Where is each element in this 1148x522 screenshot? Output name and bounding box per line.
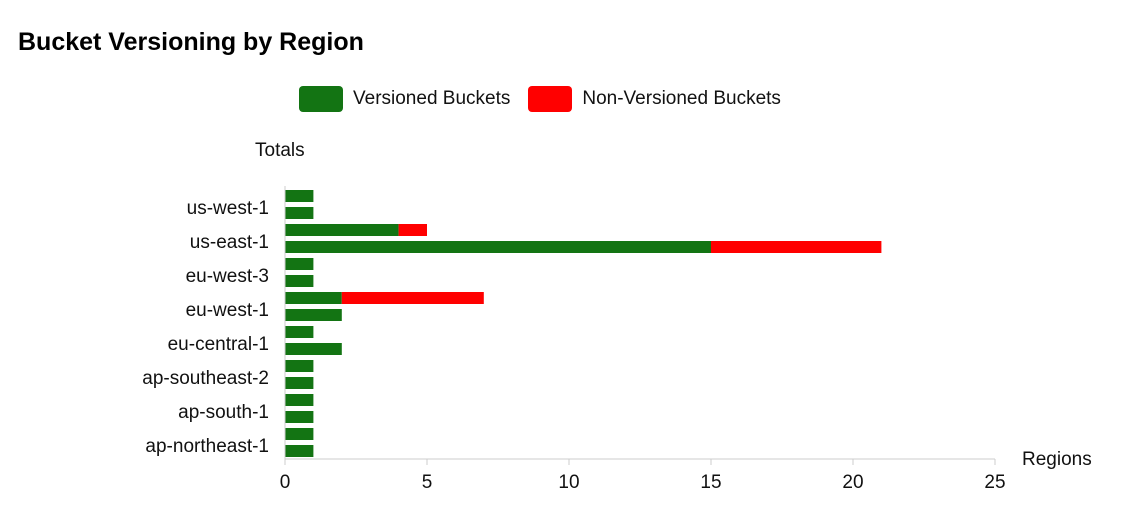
legend-swatch-versioned <box>299 86 343 112</box>
bar-versioned-eu-west-1-7[interactable] <box>285 309 342 321</box>
bar-versioned-us-east-1-3[interactable] <box>285 241 711 253</box>
y-category-label-eu-central-1: eu-central-1 <box>168 334 269 355</box>
y-category-label-us-west-1: us-west-1 <box>187 198 269 219</box>
bar-non-versioned-eu-west-1-6[interactable] <box>341 292 484 304</box>
legend-item-non-versioned[interactable]: Non-Versioned Buckets <box>528 86 781 112</box>
legend-label-non-versioned: Non-Versioned Buckets <box>582 88 781 109</box>
x-axis-title: Regions <box>1022 449 1092 470</box>
x-tick-label: 20 <box>842 472 863 493</box>
x-tick-label: 10 <box>558 472 579 493</box>
y-category-label-ap-northeast-1: ap-northeast-1 <box>145 436 269 457</box>
bar-non-versioned-us-east-1-3[interactable] <box>711 241 882 253</box>
y-category-label-ap-southeast-2: ap-southeast-2 <box>142 368 269 389</box>
bar-versioned-ap-northeast-1-15[interactable] <box>285 445 314 457</box>
x-tick-label: 15 <box>700 472 721 493</box>
bar-versioned-ap-southeast-2-11[interactable] <box>285 377 314 389</box>
bar-versioned-ap-south-1-13[interactable] <box>285 411 314 423</box>
bar-versioned-eu-west-3-4[interactable] <box>285 258 314 270</box>
bar-versioned-us-west-1-1[interactable] <box>285 207 314 219</box>
bar-versioned-ap-northeast-1-14[interactable] <box>285 428 314 440</box>
x-tick-label: 25 <box>984 472 1005 493</box>
bar-versioned-us-west-1-0[interactable] <box>285 190 314 202</box>
legend-item-versioned[interactable]: Versioned Buckets <box>299 86 510 112</box>
legend: Versioned Buckets Non-Versioned Buckets <box>299 86 799 112</box>
axes-layer <box>284 186 996 465</box>
bar-versioned-ap-southeast-2-10[interactable] <box>285 360 314 372</box>
bar-non-versioned-us-east-1-2[interactable] <box>398 224 427 236</box>
bar-versioned-eu-west-1-6[interactable] <box>285 292 342 304</box>
y-category-label-us-east-1: us-east-1 <box>190 232 269 253</box>
y-axis-title: Totals <box>255 140 305 161</box>
bar-versioned-ap-south-1-12[interactable] <box>285 394 314 406</box>
y-category-label-eu-west-1: eu-west-1 <box>186 300 269 321</box>
labels-layer: 0 5 10 15 20 25 us-west-1 us-east-1 eu-west-3 eu-… <box>142 198 1005 493</box>
bar-versioned-eu-west-3-5[interactable] <box>285 275 314 287</box>
x-tick-label: 0 <box>280 472 291 493</box>
y-category-label-eu-west-3: eu-west-3 <box>186 266 269 287</box>
bar-versioned-eu-central-1-8[interactable] <box>285 326 314 338</box>
legend-swatch-non-versioned <box>528 86 573 112</box>
legend-label-versioned: Versioned Buckets <box>353 88 511 109</box>
bar-versioned-eu-central-1-9[interactable] <box>285 343 342 355</box>
chart-title: Bucket Versioning by Region <box>18 28 364 56</box>
x-tick-label: 5 <box>422 472 433 493</box>
y-category-label-ap-south-1: ap-south-1 <box>178 402 269 423</box>
bars-layer <box>285 190 882 457</box>
bar-versioned-us-east-1-2[interactable] <box>285 224 399 236</box>
